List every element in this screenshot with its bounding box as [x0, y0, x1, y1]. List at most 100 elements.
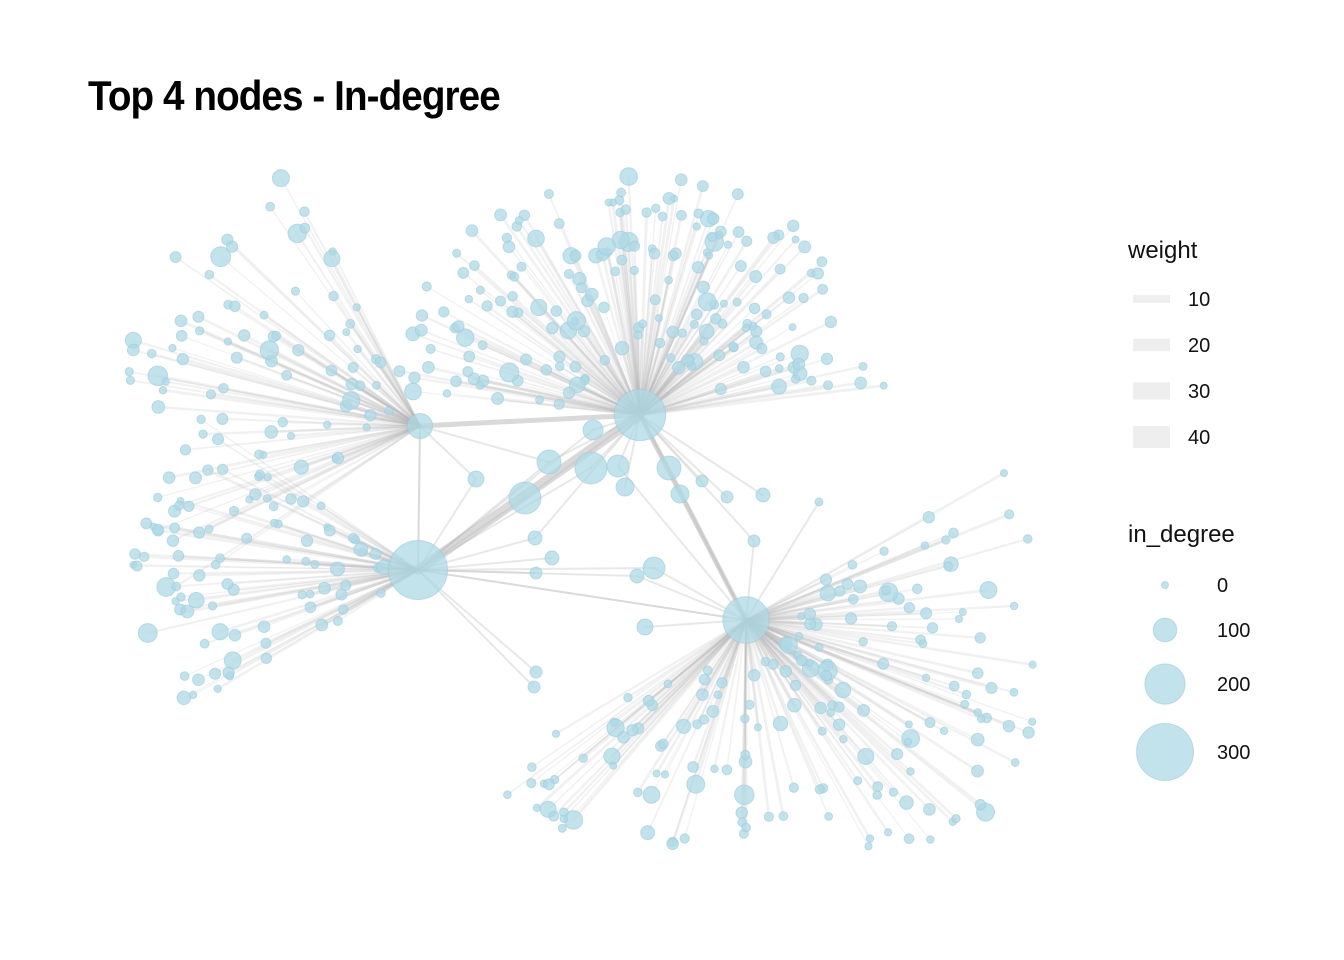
node — [464, 294, 474, 304]
legend-in-degree: in_degree 0 100 200 300 — [1128, 521, 1250, 781]
node — [652, 769, 661, 778]
node — [286, 431, 296, 441]
node — [516, 261, 527, 272]
edge — [330, 257, 422, 428]
node — [388, 540, 448, 600]
node — [300, 534, 314, 548]
node — [791, 235, 800, 244]
node — [585, 287, 599, 302]
node — [979, 581, 998, 599]
edge — [744, 604, 1016, 622]
edge — [562, 618, 748, 814]
node — [638, 319, 648, 329]
node — [663, 679, 673, 689]
node — [204, 524, 214, 534]
node — [676, 718, 692, 734]
node — [642, 556, 666, 580]
node — [706, 704, 720, 718]
node — [183, 500, 195, 513]
edge — [745, 619, 910, 840]
edge — [183, 569, 419, 677]
node — [268, 501, 279, 512]
edge — [745, 619, 912, 773]
edge — [571, 618, 748, 822]
node — [767, 231, 780, 245]
node — [903, 601, 916, 614]
node — [735, 806, 749, 820]
node — [192, 310, 205, 323]
edge — [594, 254, 642, 417]
node — [257, 620, 271, 634]
node — [641, 207, 652, 218]
edge — [420, 329, 641, 416]
node — [858, 636, 868, 647]
node — [374, 356, 387, 369]
edge — [617, 465, 747, 621]
node — [179, 444, 192, 456]
node — [698, 714, 710, 725]
node — [491, 392, 505, 405]
node — [342, 328, 351, 337]
node — [948, 527, 959, 539]
node — [340, 579, 352, 591]
node — [920, 607, 933, 620]
edge — [174, 569, 419, 603]
node — [301, 556, 311, 566]
edge — [638, 197, 676, 417]
node — [695, 474, 709, 488]
edge — [639, 231, 740, 416]
legend-weight-label: 10 — [1188, 289, 1210, 311]
node — [705, 251, 714, 260]
node — [692, 222, 701, 231]
edge — [622, 618, 748, 739]
node — [1028, 717, 1037, 726]
node — [318, 581, 331, 595]
node — [732, 226, 745, 238]
edge — [303, 210, 421, 427]
edge — [462, 272, 641, 416]
edge — [467, 370, 641, 416]
node — [297, 590, 307, 600]
node — [985, 681, 998, 695]
node — [636, 618, 654, 636]
legend-weight-label: 30 — [1188, 381, 1210, 403]
node — [780, 636, 798, 655]
edge — [638, 365, 865, 417]
node — [408, 371, 421, 384]
edge — [744, 588, 990, 622]
node — [640, 825, 656, 841]
edge — [638, 381, 863, 417]
node — [820, 352, 834, 366]
node — [469, 260, 480, 271]
edge — [639, 265, 742, 416]
node — [169, 522, 181, 534]
node — [414, 323, 428, 337]
node — [657, 211, 668, 222]
node — [129, 548, 141, 560]
node — [530, 298, 548, 317]
node — [325, 364, 338, 377]
node — [237, 329, 251, 342]
node — [126, 343, 140, 357]
node — [693, 208, 704, 219]
edge — [273, 425, 421, 507]
node — [520, 353, 533, 366]
node — [176, 352, 190, 366]
node — [654, 313, 663, 323]
edge — [745, 619, 1033, 723]
node — [353, 542, 369, 557]
node — [686, 774, 706, 794]
edge — [744, 618, 968, 696]
edge — [744, 618, 980, 675]
node — [814, 784, 825, 795]
node — [299, 206, 310, 218]
node — [614, 340, 630, 356]
edge — [744, 590, 890, 622]
node — [168, 343, 177, 353]
node — [948, 680, 960, 692]
node — [814, 701, 827, 715]
edge — [745, 619, 830, 818]
node — [254, 449, 264, 459]
node — [323, 249, 341, 268]
